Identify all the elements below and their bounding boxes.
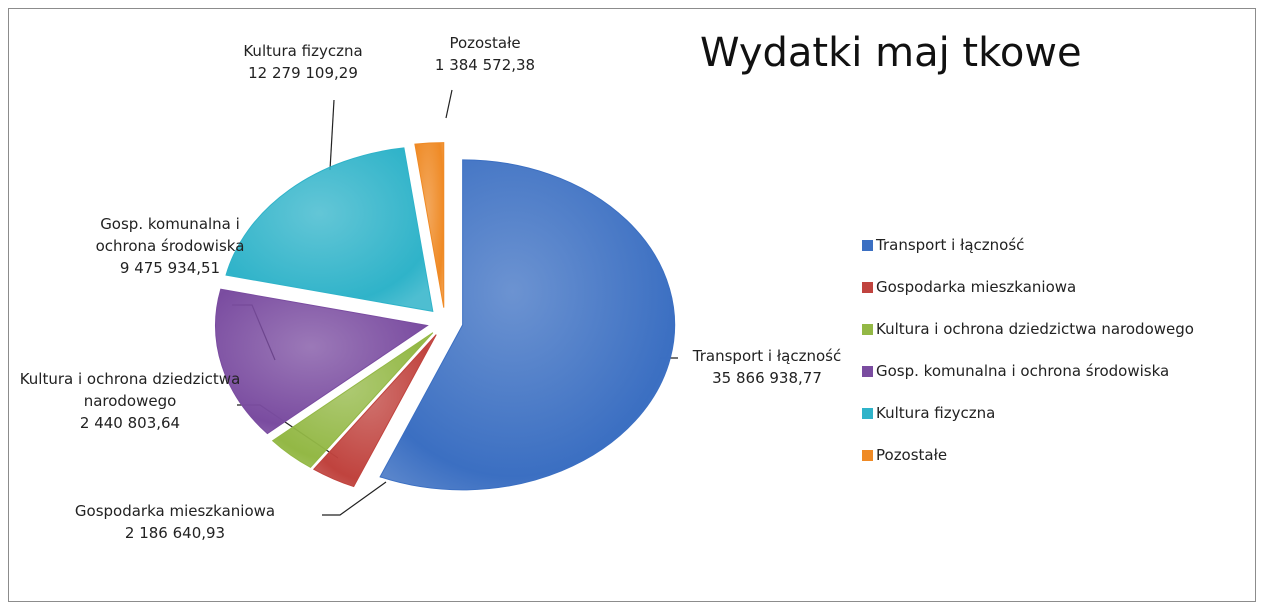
- data-label: Transport i łączność 35 866 938,77: [677, 345, 857, 389]
- legend-item: Kultura i ochrona dziedzictwa narodowego: [862, 320, 1194, 338]
- legend-swatch: [862, 366, 873, 377]
- data-label-value: 9 475 934,51: [119, 259, 221, 277]
- data-label-value: 35 866 938,77: [712, 369, 822, 387]
- pie-slice: [215, 288, 429, 435]
- data-label-value: 2 440 803,64: [79, 414, 181, 432]
- data-label-name: Transport i łączność: [692, 347, 842, 365]
- chart-title: Wydatki maj tkowe: [700, 30, 1082, 76]
- legend-swatch: [862, 324, 873, 335]
- data-label-value: 12 279 109,29: [248, 64, 358, 82]
- pie-slice: [225, 147, 434, 313]
- legend-label: Gosp. komunalna i ochrona środowiska: [876, 362, 1170, 380]
- data-label-value: 1 384 572,38: [434, 56, 536, 74]
- leader-line: [445, 89, 453, 119]
- legend-label: Kultura fizyczna: [876, 404, 996, 422]
- legend-swatch: [862, 450, 873, 461]
- pie-slice: [271, 332, 434, 468]
- legend-swatch: [862, 408, 873, 419]
- data-label: Gosp. komunalna i ochrona środowiska 9 47…: [80, 213, 260, 279]
- data-label-name: Kultura i ochrona dziedzictwa narodowego: [19, 370, 241, 410]
- leader-line: [329, 99, 335, 171]
- legend-item: Pozostałe: [862, 446, 947, 464]
- leader-line: [322, 481, 387, 516]
- legend-item: Kultura fizyczna: [862, 404, 995, 422]
- data-label: Gospodarka mieszkaniowa 2 186 640,93: [15, 500, 335, 544]
- legend-swatch: [862, 240, 873, 251]
- data-label-name: Kultura fizyczna: [243, 42, 363, 60]
- legend-item: Gosp. komunalna i ochrona środowiska: [862, 362, 1169, 380]
- data-label: Kultura fizyczna 12 279 109,29: [228, 40, 378, 84]
- data-label-name: Gosp. komunalna i ochrona środowiska: [95, 215, 245, 255]
- legend-label: Gospodarka mieszkaniowa: [876, 278, 1077, 296]
- chart-frame: [8, 8, 1256, 602]
- pie-slice: [379, 159, 676, 491]
- pie-slice: [414, 142, 445, 308]
- legend-label: Transport i łączność: [876, 236, 1025, 254]
- data-label-name: Pozostałe: [449, 34, 521, 52]
- data-label-value: 2 186 640,93: [124, 524, 226, 542]
- pie-slice: [312, 334, 437, 488]
- legend-item: Gospodarka mieszkaniowa: [862, 278, 1076, 296]
- data-label-name: Gospodarka mieszkaniowa: [74, 502, 276, 520]
- data-label: Kultura i ochrona dziedzictwa narodowego…: [15, 368, 245, 434]
- legend-label: Kultura i ochrona dziedzictwa narodowego: [876, 320, 1194, 338]
- data-label: Pozostałe 1 384 572,38: [410, 32, 560, 76]
- legend-swatch: [862, 282, 873, 293]
- legend-label: Pozostałe: [876, 446, 948, 464]
- legend-item: Transport i łączność: [862, 236, 1024, 254]
